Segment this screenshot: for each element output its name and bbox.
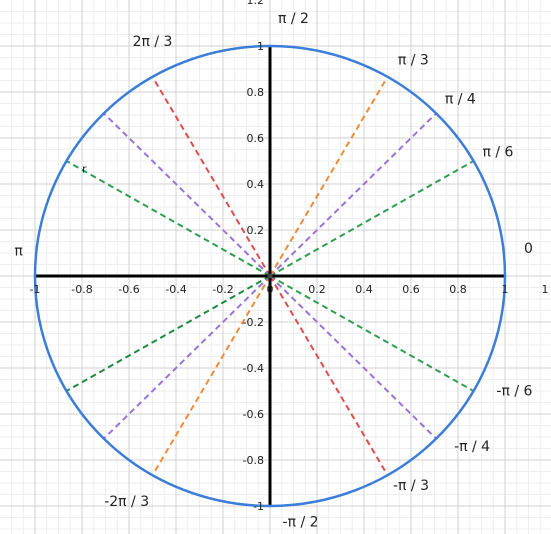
angle-annotations: π / 2 π / 3 π / 4 π / 6 0 2π / 3 π -π / 6 -π / 4…: [14, 11, 533, 531]
angle-line: [151, 275, 271, 476]
tick-labels: -1 -0.8 -0.6 -0.4 -0.2 0 0.2 0.4 0.6 0.8 1 1 1.2 1 0.8…: [30, 0, 549, 513]
y-tick-label: -0.4: [243, 362, 264, 375]
angle-label: -π / 6: [496, 384, 532, 400]
angle-line: [103, 112, 271, 277]
angle-line: [269, 76, 389, 277]
x-tick-label: -1: [30, 283, 41, 296]
x-tick-label: 0.4: [355, 283, 373, 296]
x-tick-label: 0.2: [308, 283, 326, 296]
angle-label: π / 3: [398, 52, 429, 68]
y-tick-label: 0.2: [247, 224, 265, 237]
angle-label: -π / 4: [454, 439, 490, 455]
point-label: r: [82, 163, 87, 176]
origin-point: [267, 273, 273, 279]
angle-line: [269, 275, 475, 392]
y-tick-label: 0.6: [247, 132, 265, 145]
y-tick-label: -1: [253, 500, 264, 513]
y-tick-label: 0.4: [247, 178, 265, 191]
angle-label: 2π / 3: [133, 34, 173, 50]
y-tick-label: -0.8: [243, 454, 264, 467]
x-tick-label: 0.6: [402, 283, 420, 296]
angle-line: [103, 275, 271, 440]
x-tick-label: 0: [267, 283, 274, 296]
x-tick-label: 1: [502, 283, 509, 296]
angle-line: [65, 275, 271, 392]
y-tick-label: 1.2: [247, 0, 265, 7]
angle-label: π / 4: [445, 92, 476, 108]
angle-label: π / 2: [278, 11, 309, 27]
angle-line: [65, 160, 271, 277]
y-tick-label: -0.2: [243, 316, 264, 329]
angle-line: [269, 112, 437, 277]
x-tick-label: -0.2: [212, 283, 233, 296]
angle-label: -π / 2: [283, 515, 319, 531]
unit-circle: [33, 44, 507, 508]
angle-label: -π / 3: [393, 478, 429, 494]
unit-circle-curve: [33, 44, 507, 508]
y-tick-label: -0.6: [243, 408, 264, 421]
angle-label: π / 6: [482, 144, 513, 160]
x-tick-label: -0.4: [165, 283, 186, 296]
angle-label: -2π / 3: [104, 494, 149, 510]
y-tick-label: 0.8: [247, 86, 265, 99]
angle-line: [269, 275, 389, 476]
x-tick-label: -0.6: [118, 283, 139, 296]
angle-label: π: [14, 243, 23, 259]
x-tick-label: 1: [541, 283, 548, 296]
angle-line: [151, 76, 271, 277]
angle-line: [269, 160, 475, 277]
angle-line: [269, 275, 437, 440]
x-tick-label: 0.8: [449, 283, 467, 296]
angle-lines: [65, 76, 475, 476]
y-tick-label: 1: [257, 40, 264, 53]
angle-label: 0: [524, 241, 533, 257]
x-tick-label: -0.8: [71, 283, 92, 296]
